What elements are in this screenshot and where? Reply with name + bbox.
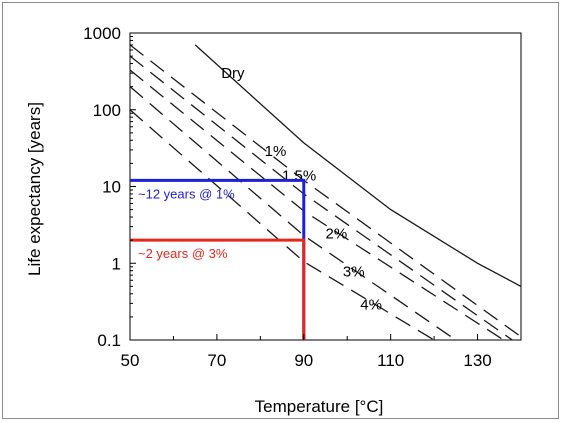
curve-label-4pct: 4% (360, 296, 382, 313)
annotations: ~12 years @ 1% ~2 years @ 3% (130, 178, 306, 340)
chart-frame: Dry 1% 1.5% 2% 3% 4% ~12 years @ 1% ~2 years @… (2, 2, 559, 419)
x-tick-label: 50 (121, 351, 140, 370)
annotation-label-1: ~12 years @ 1% (138, 186, 235, 201)
y-tick-label: 0.1 (97, 331, 121, 350)
curve-label-2pct: 2% (326, 226, 348, 243)
x-tick-label: 90 (294, 351, 313, 370)
y-axis-title: Life expectancy [years] (25, 102, 44, 276)
annotation-label-2: ~2 years @ 3% (138, 246, 228, 261)
reference-line-2 (130, 238, 306, 340)
curve-3pct (129, 86, 457, 341)
x-tick-label: 70 (207, 351, 226, 370)
plot-border (129, 32, 522, 341)
curve-label-3pct: 3% (343, 264, 365, 281)
y-tick-label: 100 (93, 101, 121, 120)
x-tick-label: 110 (377, 351, 404, 370)
curve-label-dry: Dry (221, 65, 245, 82)
plot-area (129, 32, 522, 341)
curve-label-1pct: 1% (265, 143, 287, 160)
y-tick-label: 1 (112, 254, 121, 273)
y-tick-label: 10 (102, 178, 121, 197)
x-tick-label: 130 (463, 351, 491, 370)
curve-dry (194, 44, 522, 287)
y-tick-label: 1000 (83, 24, 121, 43)
x-axis-title: Temperature [°C] (255, 397, 384, 416)
